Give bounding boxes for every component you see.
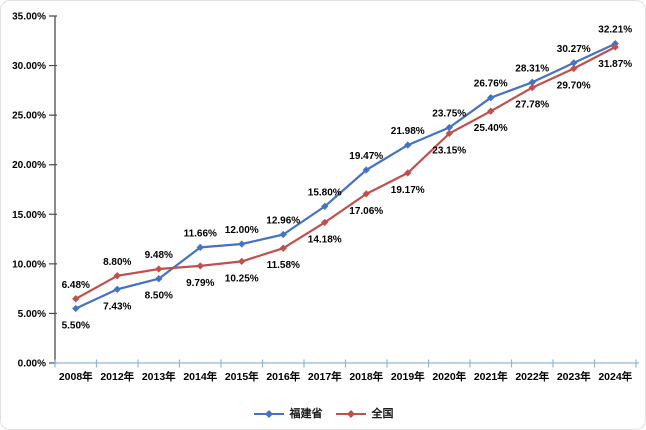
data-point-marker-0 <box>320 202 329 211</box>
data-point-marker-1 <box>71 295 80 303</box>
x-axis-tick-label: 2018年 <box>349 370 383 383</box>
data-point-marker-1 <box>528 83 537 92</box>
data-point-label-1: 11.58% <box>267 260 300 271</box>
y-axis-tick-label: 5.00% <box>18 309 46 320</box>
x-axis-tick-label: 2019年 <box>391 370 425 383</box>
x-axis-tick-label: 2015年 <box>225 370 259 383</box>
data-point-marker-1 <box>403 169 412 177</box>
series-line-0 <box>74 42 617 310</box>
chart-legend: 福建省 全国 <box>1 404 645 424</box>
x-axis-tick-label: 2017年 <box>308 370 342 383</box>
data-point-label-0: 15.80% <box>308 187 342 198</box>
y-axis-tick-label: 35.00% <box>12 12 46 23</box>
data-point-label-1: 10.25% <box>225 273 259 284</box>
data-point-label-0: 19.47% <box>349 151 383 162</box>
data-point-label-0: 5.50% <box>62 320 90 331</box>
data-point-marker-0 <box>362 166 371 174</box>
data-point-marker-1 <box>196 262 205 270</box>
data-point-marker-0 <box>71 304 80 313</box>
legend-label-national: 全国 <box>371 407 394 420</box>
data-point-marker-1 <box>320 218 329 227</box>
legend-item-fujian: 福建省 <box>253 407 323 420</box>
data-point-marker-1 <box>569 64 578 73</box>
y-axis-tick-label: 30.00% <box>12 61 46 72</box>
x-axis-tick-label: 2024年 <box>598 370 632 383</box>
legend-line-marker-blue <box>253 410 284 418</box>
x-axis-tick-label: 2012年 <box>100 370 134 383</box>
data-point-label-1: 8.80% <box>103 257 131 268</box>
data-point-marker-0 <box>154 274 163 283</box>
data-point-marker-1 <box>237 257 246 266</box>
y-axis-tick-label: 10.00% <box>12 259 46 270</box>
data-point-marker-1 <box>154 265 163 273</box>
data-point-label-0: 26.76% <box>474 79 508 90</box>
x-axis-tick-label: 2013年 <box>142 370 176 383</box>
data-point-label-1: 9.48% <box>145 250 173 261</box>
data-point-label-1: 29.70% <box>557 81 591 92</box>
data-point-label-0: 28.31% <box>515 63 549 74</box>
y-axis-tick-label: 0.00% <box>18 359 46 370</box>
data-point-marker-1 <box>362 190 371 198</box>
x-axis-tick-label: 2008年 <box>59 370 93 383</box>
data-point-label-1: 9.79% <box>186 278 214 289</box>
data-point-marker-0 <box>279 230 288 239</box>
data-point-label-1: 17.06% <box>349 206 383 217</box>
data-point-marker-1 <box>445 129 454 138</box>
data-point-label-0: 30.27% <box>557 44 591 55</box>
data-point-marker-0 <box>403 141 412 149</box>
data-point-marker-1 <box>113 272 122 280</box>
data-point-marker-0 <box>196 243 205 252</box>
data-point-label-0: 7.43% <box>103 301 131 312</box>
data-point-marker-1 <box>486 107 495 115</box>
data-point-marker-1 <box>279 244 288 252</box>
x-axis-tick-label: 2016年 <box>266 370 300 383</box>
data-point-label-0: 23.75% <box>432 109 466 120</box>
data-point-marker-0 <box>237 240 246 248</box>
x-axis-tick-label: 2022年 <box>515 370 549 383</box>
x-axis-tick-label: 2021年 <box>474 370 508 383</box>
legend-line-marker-red <box>335 410 366 418</box>
x-axis-tick-label: 2023年 <box>557 370 591 383</box>
data-point-label-1: 14.18% <box>308 234 342 245</box>
legend-item-national: 全国 <box>335 407 394 420</box>
data-point-label-0: 11.66% <box>184 228 217 239</box>
data-point-label-1: 23.15% <box>432 145 466 156</box>
data-point-label-0: 12.00% <box>225 225 259 236</box>
data-point-label-1: 31.87% <box>598 59 632 70</box>
x-axis-tick-label: 2014年 <box>183 370 217 383</box>
y-axis-tick-label: 25.00% <box>12 111 46 122</box>
legend-label-fujian: 福建省 <box>289 407 323 420</box>
series-line-1 <box>74 45 617 300</box>
data-point-label-1: 27.78% <box>515 100 549 111</box>
y-axis-tick-label: 15.00% <box>12 210 46 221</box>
data-point-label-0: 32.21% <box>598 25 632 36</box>
data-point-marker-0 <box>486 93 495 102</box>
data-point-marker-1 <box>611 43 620 51</box>
data-point-label-1: 25.40% <box>474 123 508 134</box>
data-point-label-0: 12.96% <box>266 216 300 227</box>
x-axis-tick-label: 2020年 <box>432 370 466 383</box>
data-point-label-1: 6.48% <box>62 280 90 291</box>
data-point-label-1: 19.17% <box>391 185 425 196</box>
y-axis-tick-label: 20.00% <box>12 160 46 171</box>
data-point-label-0: 21.98% <box>391 126 425 137</box>
data-point-label-0: 8.50% <box>145 291 173 302</box>
data-point-marker-0 <box>113 285 122 294</box>
